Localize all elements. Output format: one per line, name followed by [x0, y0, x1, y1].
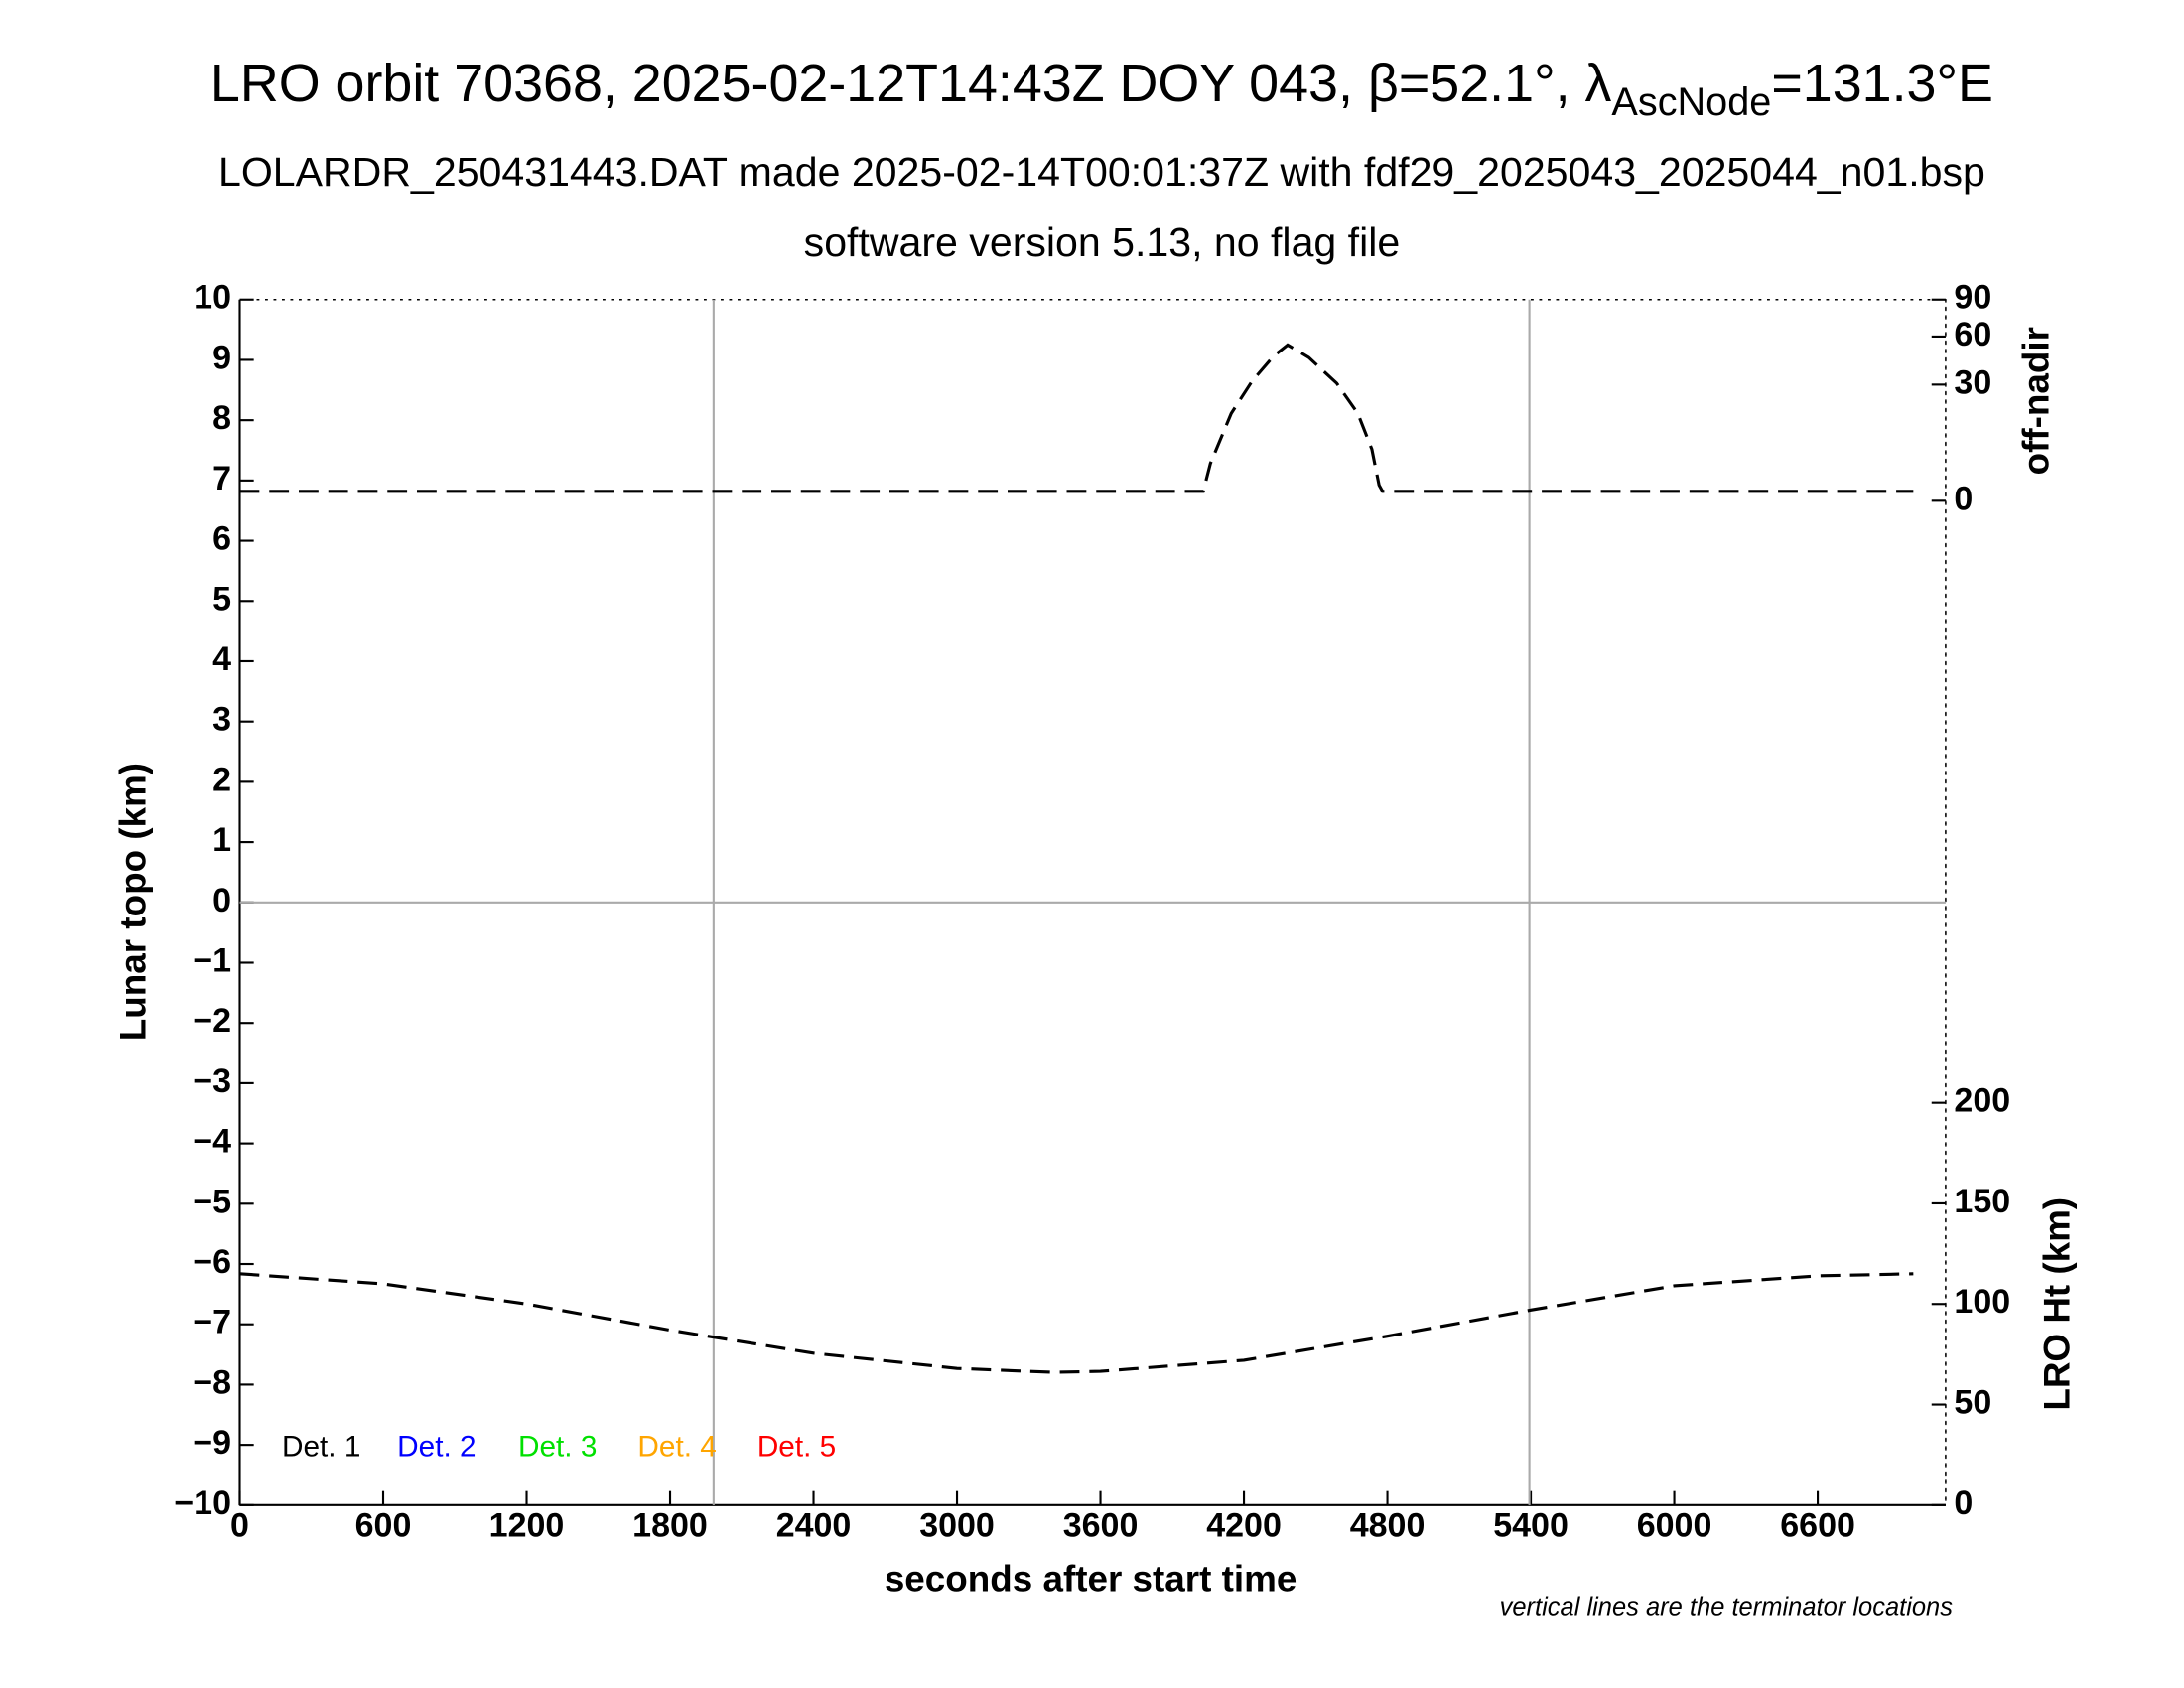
y2-tick-label: 60: [1954, 316, 1991, 353]
x-tick-label: 4200: [1206, 1506, 1282, 1544]
y-tick-label: 5: [212, 580, 231, 618]
y-tick-label: −2: [193, 1002, 231, 1040]
y2-tick-label: 30: [1954, 363, 1991, 401]
y-tick-label: −7: [193, 1304, 231, 1341]
y2-tick-label: 90: [1954, 279, 1991, 317]
x-tick-label: 2400: [776, 1506, 852, 1544]
legend-entry: Det. 2: [397, 1430, 476, 1463]
title-tail: =131.3°E: [1771, 54, 1993, 113]
y-tick-label: 3: [212, 701, 231, 739]
legend-entry: Det. 3: [518, 1430, 597, 1463]
y-tick-label: 4: [212, 640, 231, 678]
x-tick-label: 6600: [1780, 1506, 1855, 1544]
y-tick-label: 8: [212, 399, 231, 437]
legend-entry: Det. 1: [282, 1430, 360, 1463]
y-tick-label: 10: [194, 279, 231, 317]
y-tick-label: 0: [212, 882, 231, 919]
series-line: [239, 343, 1914, 493]
x-tick-label: 5400: [1493, 1506, 1569, 1544]
y3-tick-label: 100: [1954, 1283, 2010, 1321]
series-line: [239, 1272, 1914, 1374]
x-tick-label: 4800: [1350, 1506, 1426, 1544]
legend-entry: Det. 5: [757, 1430, 836, 1463]
y2-tick-label: 0: [1954, 480, 1973, 517]
y-axis-label: Lunar topo (km): [113, 763, 154, 1041]
y-tick-label: −6: [193, 1243, 231, 1281]
y-tick-label: 6: [212, 520, 231, 558]
subtitle: LOLARDR_250431443.DAT made 2025-02-14T00…: [218, 149, 1985, 195]
chart-title: LRO orbit 70368, 2025-02-12T14:43Z DOY 0…: [210, 54, 1993, 124]
y-tick-label: −1: [193, 941, 231, 979]
y3-tick-label: 0: [1954, 1484, 1973, 1522]
y-tick-label: 7: [212, 460, 231, 497]
y-tick-label: −3: [193, 1062, 231, 1100]
y-tick-label: −9: [193, 1424, 231, 1462]
title-sub: AscNode: [1611, 80, 1771, 124]
subtitle2: software version 5.13, no flag file: [804, 219, 1401, 265]
x-tick-label: 0: [230, 1506, 249, 1544]
y-tick-label: −8: [193, 1363, 231, 1401]
y-tick-label: −4: [193, 1123, 231, 1161]
x-tick-label: 6000: [1637, 1506, 1712, 1544]
footnote: vertical lines are the terminator locati…: [1500, 1593, 1954, 1620]
x-tick-label: 1800: [632, 1506, 708, 1544]
x-tick-label: 1200: [489, 1506, 565, 1544]
title-main: LRO orbit 70368, 2025-02-12T14:43Z DOY 0…: [210, 54, 1612, 113]
y3-tick-label: 50: [1954, 1384, 1991, 1422]
x-tick-label: 3000: [919, 1506, 995, 1544]
y2-axis-label: off-nadir: [2015, 327, 2056, 475]
x-axis-label: seconds after start time: [885, 1558, 1297, 1599]
y3-tick-label: 150: [1954, 1183, 2010, 1220]
y-tick-label: 9: [212, 339, 231, 376]
y3-axis-label: LRO Ht (km): [2037, 1197, 2078, 1411]
x-tick-label: 3600: [1063, 1506, 1139, 1544]
y-tick-label: 1: [212, 821, 231, 859]
y3-tick-label: 200: [1954, 1082, 2010, 1120]
y-tick-label: 2: [212, 761, 231, 798]
y-tick-label: −10: [174, 1484, 231, 1522]
x-tick-label: 600: [355, 1506, 412, 1544]
y-tick-label: −5: [193, 1183, 231, 1220]
legend-entry: Det. 4: [637, 1430, 716, 1463]
